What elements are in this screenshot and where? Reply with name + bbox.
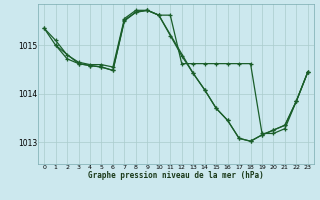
X-axis label: Graphe pression niveau de la mer (hPa): Graphe pression niveau de la mer (hPa) xyxy=(88,171,264,180)
